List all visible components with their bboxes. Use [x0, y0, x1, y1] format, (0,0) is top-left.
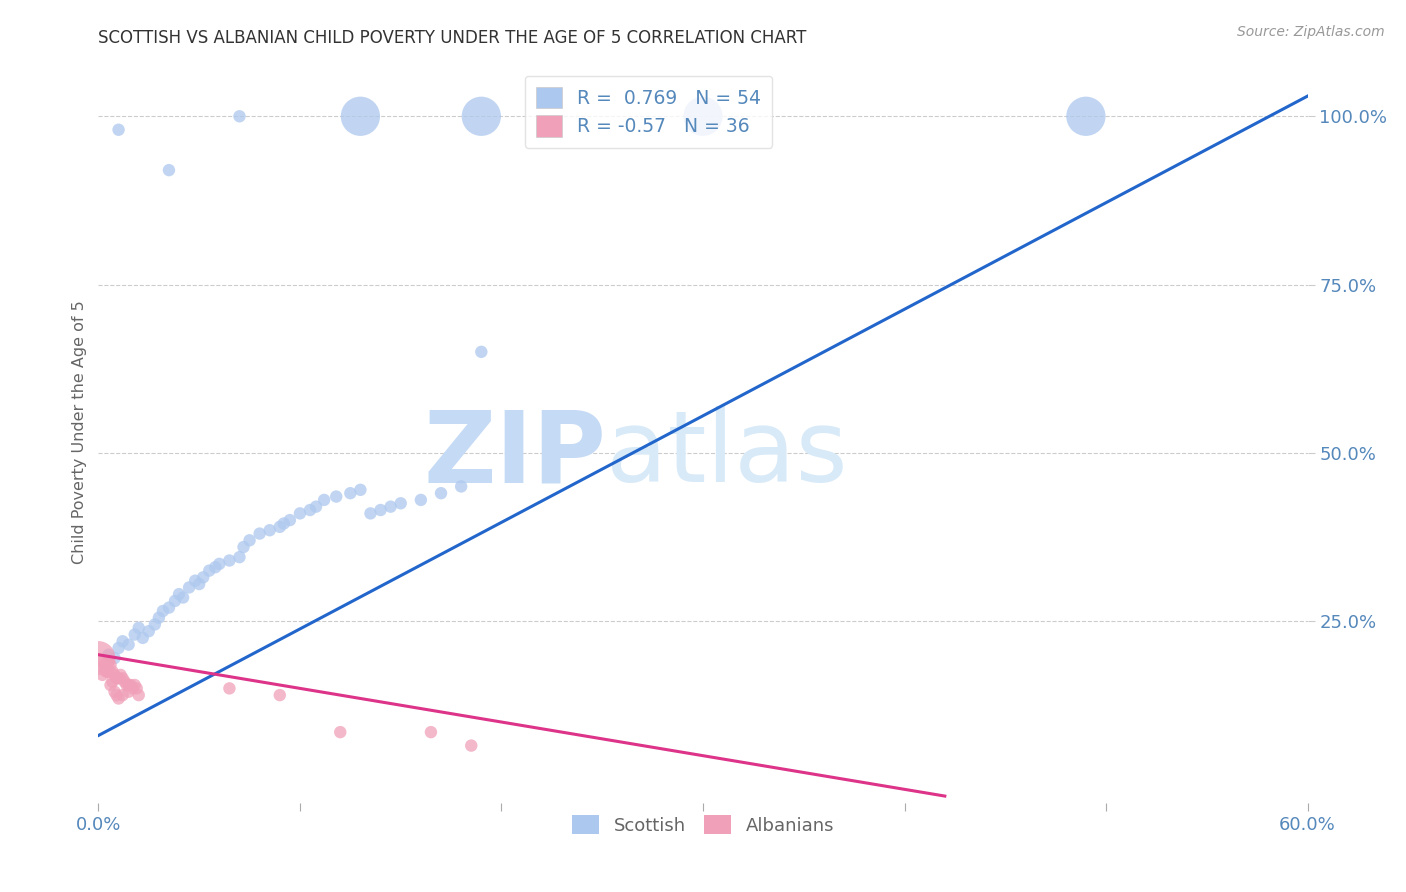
Point [93, 661, 115, 675]
Point [470, 109, 492, 123]
Point [103, 651, 125, 665]
Point [269, 520, 291, 534]
Point [107, 122, 129, 136]
Point [360, 507, 382, 521]
Point [138, 624, 160, 639]
Point [218, 553, 240, 567]
Text: Source: ZipAtlas.com: Source: ZipAtlas.com [1237, 25, 1385, 39]
Point [114, 674, 136, 689]
Text: atlas: atlas [606, 407, 848, 503]
Point [157, 163, 180, 178]
Point [288, 507, 311, 521]
Point [228, 550, 250, 565]
Point [157, 600, 180, 615]
Point [101, 674, 124, 689]
Point [409, 492, 432, 507]
Point [128, 688, 150, 702]
Legend: Scottish, Albanians: Scottish, Albanians [565, 807, 841, 842]
Point [239, 533, 262, 548]
Point [110, 668, 132, 682]
Point [107, 640, 129, 655]
Point [118, 678, 141, 692]
Point [167, 587, 190, 601]
Point [128, 621, 150, 635]
Point [97, 655, 120, 669]
Point [103, 685, 125, 699]
Point [380, 500, 402, 514]
Point [349, 483, 371, 497]
Point [179, 581, 201, 595]
Point [184, 574, 207, 588]
Point [208, 557, 231, 571]
Point [299, 503, 322, 517]
Point [172, 591, 194, 605]
Point [132, 631, 155, 645]
Point [124, 678, 146, 692]
Point [305, 500, 328, 514]
Point [100, 657, 122, 672]
Point [105, 688, 128, 702]
Point [232, 540, 254, 554]
Point [349, 109, 371, 123]
Y-axis label: Child Poverty Under the Age of 5: Child Poverty Under the Age of 5 [72, 301, 87, 565]
Point [107, 691, 129, 706]
Point [93, 657, 115, 672]
Point [100, 678, 122, 692]
Point [470, 344, 492, 359]
Point [111, 671, 134, 685]
Point [121, 681, 143, 696]
Point [389, 496, 412, 510]
Point [91, 668, 114, 682]
Point [97, 665, 120, 679]
Point [259, 523, 281, 537]
Point [278, 513, 301, 527]
Point [1074, 109, 1097, 123]
Point [269, 688, 291, 702]
Point [107, 671, 129, 685]
Point [87, 651, 110, 665]
Point [198, 564, 221, 578]
Point [370, 503, 392, 517]
Point [249, 526, 271, 541]
Point [325, 490, 347, 504]
Point [460, 739, 482, 753]
Point [111, 688, 134, 702]
Point [329, 725, 352, 739]
Point [420, 725, 443, 739]
Point [91, 655, 114, 669]
Point [124, 627, 146, 641]
Point [97, 648, 120, 662]
Point [118, 638, 141, 652]
Point [692, 109, 714, 123]
Point [111, 634, 134, 648]
Point [125, 681, 148, 696]
Point [218, 681, 240, 696]
Point [430, 486, 453, 500]
Point [105, 671, 128, 685]
Point [450, 479, 472, 493]
Point [314, 492, 336, 507]
Point [188, 577, 211, 591]
Point [120, 678, 142, 692]
Text: ZIP: ZIP [423, 407, 606, 503]
Point [339, 486, 361, 500]
Point [148, 611, 170, 625]
Point [96, 665, 118, 679]
Point [103, 668, 125, 682]
Point [152, 604, 174, 618]
Point [204, 560, 226, 574]
Point [96, 665, 118, 679]
Point [101, 665, 124, 679]
Text: SCOTTISH VS ALBANIAN CHILD POVERTY UNDER THE AGE OF 5 CORRELATION CHART: SCOTTISH VS ALBANIAN CHILD POVERTY UNDER… [98, 29, 807, 47]
Point [273, 516, 295, 531]
Point [115, 678, 138, 692]
Point [228, 109, 250, 123]
Point [193, 570, 215, 584]
Point [143, 617, 166, 632]
Point [163, 594, 186, 608]
Point [118, 685, 141, 699]
